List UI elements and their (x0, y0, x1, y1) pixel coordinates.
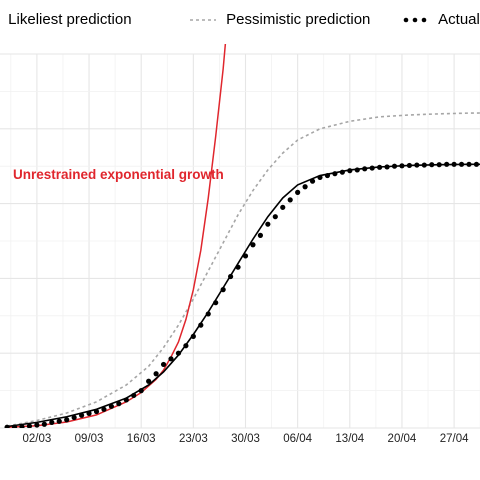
actual-data-point (131, 392, 137, 399)
x-tick-label: 16/03 (127, 433, 156, 445)
actual-data-point (213, 300, 219, 306)
x-tick-label: 27/04 (440, 433, 469, 445)
actual-data-point (339, 169, 345, 175)
dashed-line-swatch (190, 19, 216, 21)
actual-data-point (332, 171, 338, 177)
actual-data-point (79, 412, 85, 418)
actual-data-point (414, 162, 420, 168)
actual-data-point (436, 162, 442, 168)
actual-data-point (406, 162, 412, 169)
actual-data-point (324, 172, 331, 179)
actual-data-point (175, 350, 182, 356)
actual-data-point (160, 361, 167, 368)
actual-data-point (19, 424, 25, 428)
actual-data-point (205, 311, 211, 317)
actual-data-point (391, 163, 398, 169)
actual-data-point (71, 414, 77, 421)
actual-data-point (421, 162, 427, 168)
actual-data-point (198, 322, 204, 328)
actual-data-point (93, 408, 100, 415)
actual-data-point (49, 419, 55, 425)
exponential-growth-annotation: Unrestrained exponential growth (13, 167, 224, 182)
actual-data-point (183, 343, 189, 349)
actual-data-point (272, 214, 278, 220)
actual-data-point (228, 273, 234, 280)
x-tick-label: 02/03 (23, 433, 52, 445)
actual-data-point (265, 221, 271, 227)
dotted-swatch (403, 17, 427, 23)
actual-data-point (444, 161, 450, 167)
x-axis-tick-labels: 02/03 09/03 16/03 23/03 30/03 06/04 13/04 20/04… (23, 433, 470, 445)
legend-label-pessimistic: Pessimistic prediction (226, 11, 371, 29)
actual-data-point (429, 162, 435, 168)
actual-data-point (347, 168, 353, 174)
chart-series (4, 44, 480, 428)
line-chart: 02/03 09/03 16/03 23/03 30/03 06/04 13/04 20/04… (0, 44, 480, 445)
legend-item-actual: Actual (400, 9, 480, 31)
actual-data-point (362, 166, 368, 172)
x-tick-label: 20/04 (388, 433, 417, 445)
actual-data-point (190, 333, 196, 339)
actual-data-point (64, 417, 70, 423)
exponential-growth-line (7, 44, 227, 428)
actual-data-point (56, 418, 62, 424)
actual-data-point (138, 388, 144, 394)
actual-data-point (101, 406, 107, 412)
actual-data-point (116, 401, 122, 407)
actual-data-point (86, 410, 92, 417)
actual-data-point (295, 189, 301, 195)
x-tick-label: 06/04 (283, 433, 312, 445)
actual-data-point (235, 264, 241, 270)
x-tick-label: 30/03 (231, 433, 260, 445)
actual-data-point (473, 161, 480, 167)
gridlines (0, 53, 480, 429)
actual-data-point (399, 163, 405, 169)
actual-data-point (354, 167, 360, 173)
actual-data-point (4, 424, 10, 428)
legend-label-likeliest: Likeliest prediction (8, 11, 132, 29)
actual-data-point (34, 422, 40, 428)
legend: Likeliest prediction Pessimistic predict… (0, 0, 480, 44)
actual-data-point (287, 197, 293, 203)
actual-data-point (168, 356, 174, 362)
actual-data-point (257, 232, 263, 238)
legend-item-likeliest: Likeliest prediction (4, 9, 132, 31)
actual-data-point (11, 424, 18, 428)
actual-data-point (384, 164, 390, 170)
actual-data-point (26, 423, 33, 428)
actual-data-point (153, 371, 159, 377)
actual-data-point (309, 178, 316, 184)
actual-data-point (41, 421, 47, 427)
actual-data-point (242, 253, 249, 259)
actual-data-point (220, 287, 226, 293)
actual-data-point (123, 397, 129, 403)
actual-data-point (458, 161, 465, 167)
pessimistic-prediction-line (6, 112, 480, 427)
actual-data-point (317, 174, 323, 181)
legend-label-actual: Actual (438, 11, 480, 29)
actual-data-point (108, 403, 114, 409)
legend-item-pessimistic: Pessimistic prediction (188, 9, 370, 31)
actual-data-point (369, 165, 375, 171)
actual-data-point (146, 378, 152, 384)
x-tick-label: 09/03 (75, 433, 104, 445)
actual-data-point (451, 161, 457, 167)
actual-data-point (377, 164, 383, 170)
x-tick-label: 23/03 (179, 433, 208, 445)
actual-data-point (302, 184, 308, 190)
actual-data-point (466, 161, 472, 167)
actual-data-point (280, 204, 286, 210)
x-tick-label: 13/04 (335, 433, 364, 445)
actual-data-point (250, 242, 256, 248)
